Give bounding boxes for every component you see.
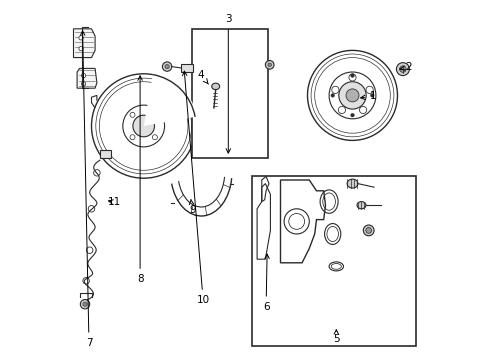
- Circle shape: [267, 63, 271, 67]
- Circle shape: [80, 300, 89, 309]
- Circle shape: [330, 94, 334, 97]
- Circle shape: [79, 46, 83, 51]
- Text: 4: 4: [197, 69, 208, 84]
- Circle shape: [152, 135, 157, 140]
- Polygon shape: [77, 68, 97, 88]
- Circle shape: [346, 89, 358, 102]
- Ellipse shape: [211, 83, 219, 90]
- Text: 8: 8: [137, 76, 143, 284]
- Circle shape: [350, 113, 354, 117]
- Circle shape: [152, 112, 157, 117]
- Circle shape: [130, 112, 135, 117]
- Circle shape: [359, 106, 366, 113]
- Text: 9: 9: [188, 199, 195, 215]
- Circle shape: [81, 82, 85, 86]
- Bar: [192, 29, 267, 158]
- Circle shape: [363, 225, 373, 236]
- Circle shape: [265, 60, 273, 69]
- Circle shape: [79, 36, 83, 40]
- Circle shape: [350, 74, 354, 77]
- Bar: [181, 64, 193, 72]
- Text: 3: 3: [224, 14, 231, 153]
- Circle shape: [331, 86, 338, 94]
- Circle shape: [366, 86, 372, 94]
- Text: 1: 1: [360, 91, 376, 102]
- Circle shape: [81, 73, 85, 78]
- Circle shape: [133, 115, 154, 137]
- Circle shape: [162, 62, 171, 71]
- Text: 5: 5: [332, 330, 339, 344]
- Circle shape: [130, 135, 135, 140]
- Ellipse shape: [356, 202, 365, 209]
- Bar: [100, 150, 111, 158]
- Circle shape: [396, 63, 408, 76]
- Text: 2: 2: [399, 62, 411, 72]
- Bar: [251, 176, 415, 346]
- Circle shape: [399, 66, 406, 72]
- Circle shape: [365, 228, 371, 233]
- Wedge shape: [143, 73, 197, 126]
- Text: 7: 7: [81, 31, 92, 348]
- Circle shape: [338, 106, 345, 113]
- Circle shape: [348, 74, 355, 81]
- Text: 6: 6: [262, 254, 269, 312]
- Ellipse shape: [346, 179, 357, 188]
- Circle shape: [82, 302, 87, 306]
- Polygon shape: [73, 29, 95, 58]
- Text: 10: 10: [182, 71, 209, 305]
- Circle shape: [164, 64, 169, 69]
- Circle shape: [338, 82, 366, 109]
- Text: 11: 11: [107, 197, 121, 207]
- Circle shape: [370, 94, 373, 97]
